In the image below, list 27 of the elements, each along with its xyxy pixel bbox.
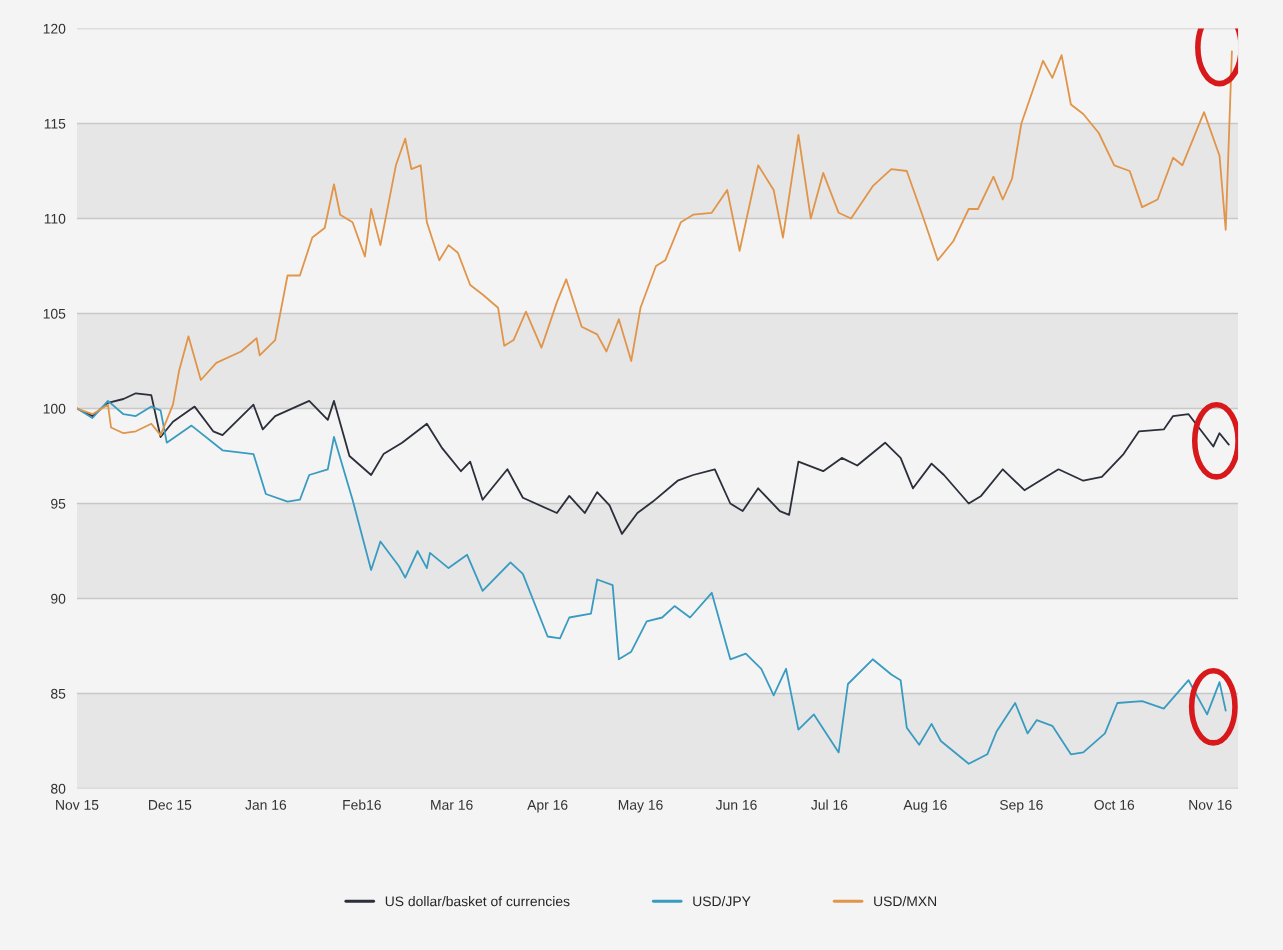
x-tick-label: Nov 15 (56, 800, 99, 810)
y-tick-label: 95 (51, 498, 66, 509)
y-tick-label: 80 (51, 783, 66, 794)
y-tick-label: 120 (43, 23, 66, 34)
x-tick-label: Mar 16 (431, 799, 473, 810)
y-tick-label: 85 (51, 688, 66, 699)
legend-label: USD/JPY (693, 896, 751, 907)
y-tick-label: 90 (51, 593, 66, 604)
x-tick-label: Oct 16 (1094, 799, 1135, 810)
x-tick-label: Nov 16 (1189, 799, 1232, 810)
line-series (76, 399, 1227, 765)
x-tick-label: Sep 16 (999, 799, 1043, 813)
x-tick-label: Feb16 (343, 799, 381, 810)
x-tick-label: Jan 16 (245, 799, 287, 810)
line-series (76, 50, 1233, 437)
y-tick-label: 105 (43, 308, 66, 319)
x-tick-label: Apr 16 (527, 799, 568, 813)
x-tick-label: Dec 15 (149, 800, 192, 810)
x-tick-label: Jul 16 (811, 799, 848, 810)
x-tick-label: May 16 (618, 799, 663, 813)
y-tick-label: 115 (44, 118, 66, 129)
x-tick-label: Jun 16 (715, 799, 757, 810)
x-tick-label: Aug 16 (903, 799, 947, 813)
legend-label: US dollar/basket of currencies (385, 896, 570, 907)
y-tick-label: 100 (43, 403, 66, 414)
y-tick-label: 110 (44, 213, 66, 224)
legend-label: USD/MXN (874, 896, 937, 907)
